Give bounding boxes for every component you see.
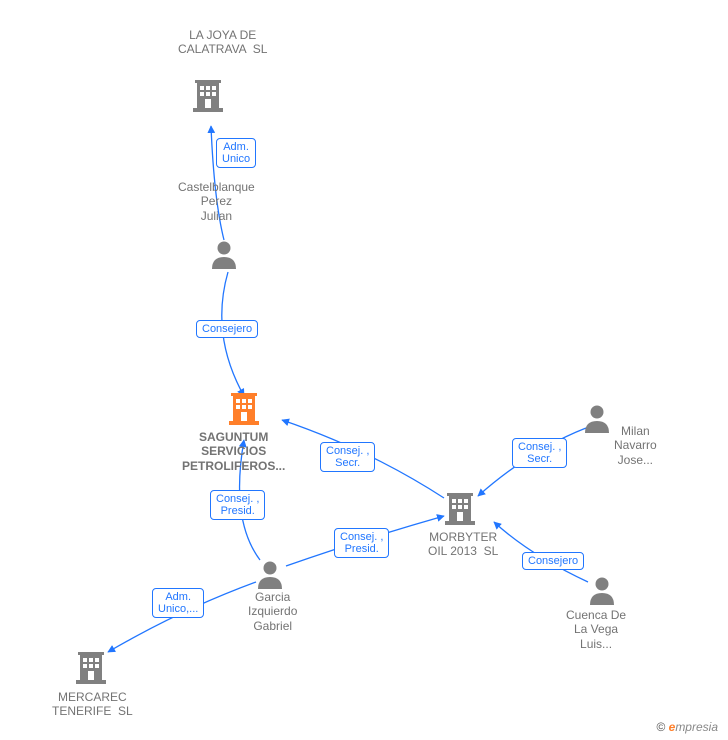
node-label: SAGUNTUM SERVICIOS PETROLIFEROS... (182, 430, 285, 473)
node-label: MERCAREC TENERIFE SL (52, 690, 133, 719)
person-icon (256, 559, 284, 594)
building-icon (193, 78, 223, 117)
person-icon (588, 575, 616, 610)
edge-label: Consej. , Presid. (210, 490, 265, 520)
edge-label: Consej. , Secr. (512, 438, 567, 468)
edge-label: Consej. , Secr. (320, 442, 375, 472)
building-icon (229, 391, 259, 430)
person-icon (210, 239, 238, 274)
brand-rest: mpresia (675, 720, 718, 734)
edge-label: Consejero (522, 552, 584, 570)
edge-label: Adm. Unico (216, 138, 256, 168)
edge-label: Consejero (196, 320, 258, 338)
node-label: Castelblanque Perez Julian (178, 180, 255, 223)
person-icon (583, 403, 611, 438)
edge-label: Consej. , Presid. (334, 528, 389, 558)
node-label: LA JOYA DE CALATRAVA SL (178, 28, 267, 57)
node-label: Garcia Izquierdo Gabriel (248, 590, 297, 633)
node-label: MORBYTER OIL 2013 SL (428, 530, 498, 559)
copyright-symbol: © (656, 720, 665, 734)
footer-attribution: © empresia (656, 720, 718, 734)
edge-label: Adm. Unico,... (152, 588, 204, 618)
node-label: Milan Navarro Jose... (614, 424, 657, 467)
building-icon (445, 491, 475, 530)
building-icon (76, 650, 106, 689)
node-label: Cuenca De La Vega Luis... (566, 608, 626, 651)
